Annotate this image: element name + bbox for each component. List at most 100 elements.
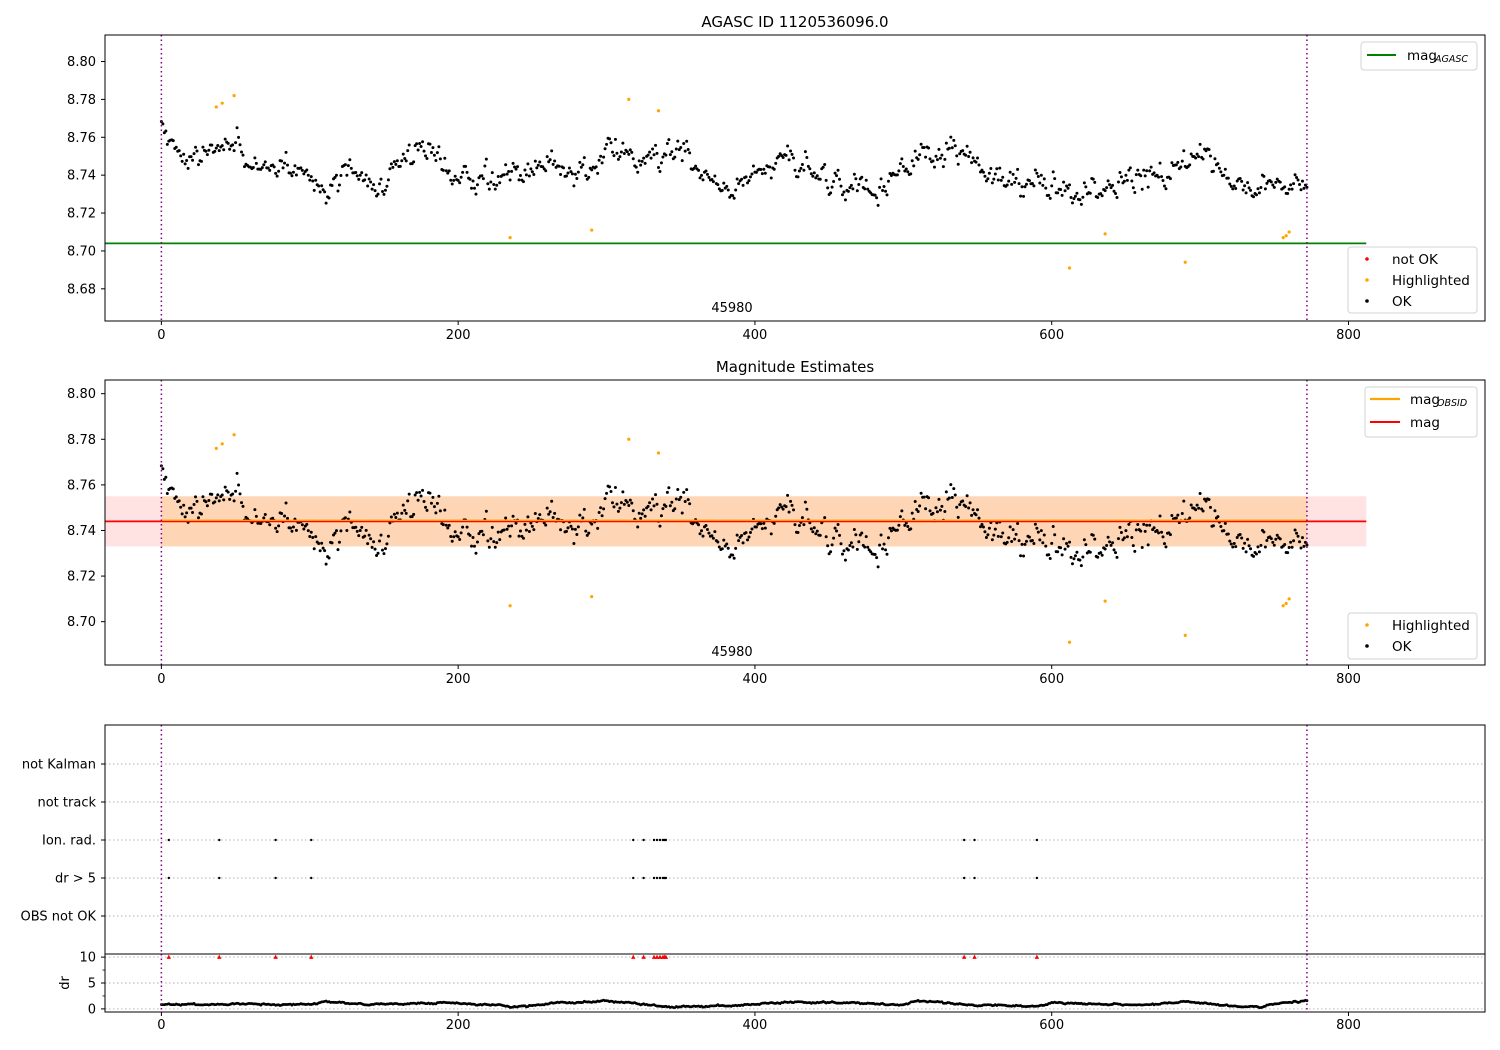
ok-point xyxy=(1259,186,1263,190)
ok-point xyxy=(889,173,893,177)
ok-point xyxy=(1157,531,1161,535)
ok-point xyxy=(1243,184,1247,188)
flag-point xyxy=(642,876,645,880)
legend-2-points: Highlighted OK xyxy=(1347,612,1478,660)
ok-point xyxy=(603,147,607,151)
ok-point xyxy=(1295,531,1299,535)
ok-point xyxy=(904,521,908,525)
ok-point xyxy=(407,492,411,496)
ok-point xyxy=(498,181,502,185)
flag-point xyxy=(658,838,662,842)
ok-point xyxy=(897,169,901,173)
ok-point xyxy=(627,152,631,156)
ok-point xyxy=(809,527,813,531)
ok-point xyxy=(550,499,554,503)
ok-point xyxy=(544,523,548,527)
ok-point xyxy=(378,182,382,186)
ok-point xyxy=(412,160,416,164)
ok-point xyxy=(272,165,276,169)
ok-point xyxy=(1139,529,1143,533)
flag-label: not Kalman xyxy=(22,758,96,773)
ok-point xyxy=(1124,529,1128,533)
ok-point xyxy=(833,171,837,175)
ok-point xyxy=(922,145,926,149)
ok-point xyxy=(1016,522,1020,526)
ok-point xyxy=(1070,201,1074,205)
ok-point xyxy=(713,530,717,534)
ok-point xyxy=(358,173,362,177)
ok-point xyxy=(386,534,390,538)
ok-point xyxy=(768,165,772,169)
ok-point xyxy=(1084,543,1088,547)
ok-point xyxy=(812,526,816,530)
ok-point xyxy=(1082,538,1086,542)
ok-point xyxy=(183,515,187,519)
ok-point xyxy=(996,178,1000,182)
ok-point xyxy=(216,144,220,148)
ok-point xyxy=(585,533,589,537)
ok-point xyxy=(207,148,211,152)
ok-point xyxy=(346,164,350,168)
ok-point xyxy=(655,151,659,155)
ok-point xyxy=(302,527,306,531)
ok-point xyxy=(830,543,834,547)
ok-point xyxy=(162,477,166,481)
ok-point xyxy=(639,516,643,520)
ok-point xyxy=(452,535,456,539)
ok-point xyxy=(1079,564,1083,568)
ok-point xyxy=(904,167,908,171)
ok-point xyxy=(683,149,687,153)
ok-point xyxy=(283,514,287,518)
ok-point xyxy=(705,528,709,532)
ok-point xyxy=(348,510,352,514)
ok-point xyxy=(366,184,370,188)
ok-point xyxy=(873,193,877,197)
ok-point xyxy=(334,173,338,177)
ok-point xyxy=(1016,167,1020,171)
ok-point xyxy=(1063,547,1067,551)
ok-point xyxy=(603,497,607,501)
ok-point xyxy=(1194,156,1198,160)
ok-point xyxy=(1247,186,1251,190)
ok-point xyxy=(180,159,184,163)
ok-point xyxy=(605,142,609,146)
ok-point xyxy=(458,181,462,185)
ok-point xyxy=(881,547,885,551)
ok-point xyxy=(505,527,509,531)
panel-1-annotation: 45980 xyxy=(711,301,752,316)
ok-point xyxy=(461,170,465,174)
ok-point xyxy=(1148,523,1152,527)
ok-point xyxy=(575,177,579,181)
ok-point xyxy=(1108,540,1112,544)
ok-point xyxy=(732,196,736,200)
ok-point xyxy=(392,160,396,164)
ok-point xyxy=(674,147,678,151)
ok-point xyxy=(824,178,828,182)
ok-point xyxy=(646,504,650,508)
ok-point xyxy=(640,159,644,163)
ok-point xyxy=(664,153,668,157)
ok-point xyxy=(1219,170,1223,174)
ok-point xyxy=(1257,550,1261,554)
ok-point xyxy=(486,539,490,543)
ok-point xyxy=(1038,538,1042,542)
ok-point xyxy=(392,512,396,516)
ok-point xyxy=(1157,175,1161,179)
ok-point xyxy=(1134,528,1138,532)
ok-point xyxy=(722,538,726,542)
ok-point xyxy=(291,525,295,529)
ok-point xyxy=(769,532,773,536)
ok-point xyxy=(1017,539,1021,543)
ok-point xyxy=(1062,537,1066,541)
ok-point xyxy=(704,169,708,173)
ok-point xyxy=(1096,555,1100,559)
ok-point xyxy=(674,497,678,501)
ok-point xyxy=(1033,522,1037,526)
highlighted-point xyxy=(1067,640,1072,644)
ok-point xyxy=(523,168,527,172)
ok-point xyxy=(1082,181,1086,185)
ok-point xyxy=(308,534,312,538)
ok-point xyxy=(1088,191,1092,195)
y-tick-label: 8.70 xyxy=(67,244,96,259)
ok-point xyxy=(354,525,358,529)
